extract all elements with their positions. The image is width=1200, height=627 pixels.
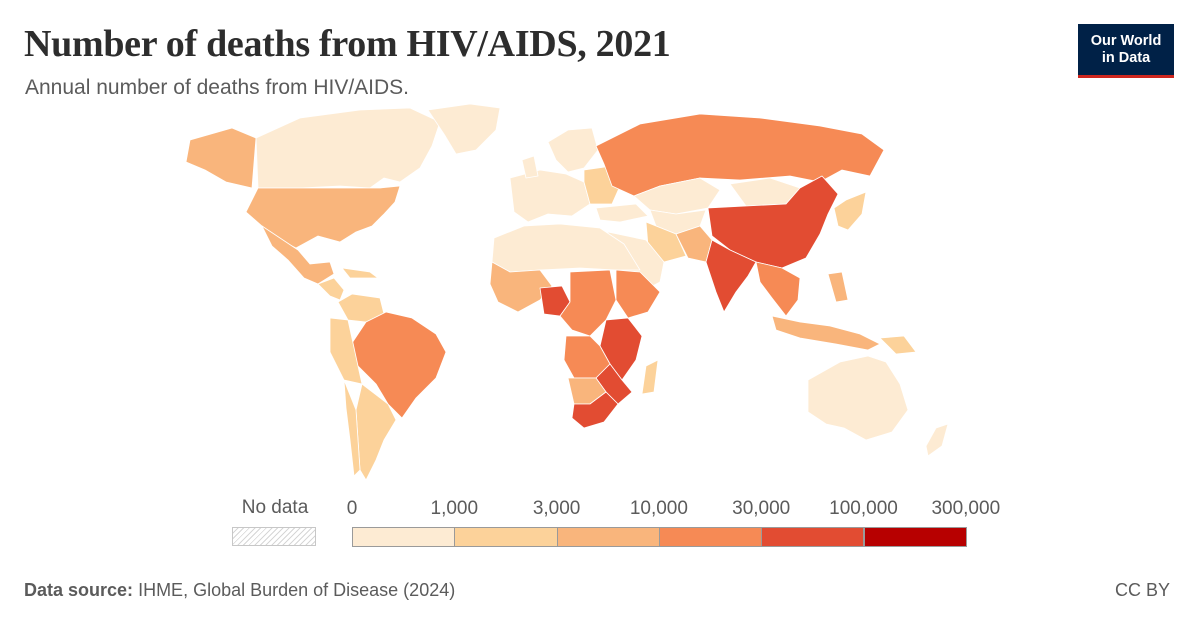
license-link[interactable]: CC BY xyxy=(1114,580,1170,600)
region-scandinavia[interactable] xyxy=(547,127,599,173)
legend-bin-2[interactable] xyxy=(556,527,660,547)
region-southeast-asia-mainland[interactable] xyxy=(755,261,801,317)
region-south-africa[interactable] xyxy=(571,391,619,429)
legend-bin-1[interactable] xyxy=(454,527,558,547)
region-chile[interactable] xyxy=(343,379,361,477)
chart-title: Number of deaths from HIV/AIDS, 2021 xyxy=(24,23,671,65)
data-source-label: Data source: xyxy=(24,580,134,600)
data-source-text: IHME, Global Burden of Disease (2024) xyxy=(138,580,456,600)
region-west-africa[interactable] xyxy=(489,261,553,313)
legend-tick-0: 0 xyxy=(346,498,358,519)
world-map-svg xyxy=(185,103,949,481)
region-uk[interactable] xyxy=(521,155,539,179)
legend-no-data-label: No data xyxy=(241,497,309,518)
region-indonesia[interactable] xyxy=(771,315,881,351)
region-russia[interactable] xyxy=(595,113,885,197)
legend-tick-5: 100,000 xyxy=(829,498,898,519)
legend-tick-2: 3,000 xyxy=(532,498,581,519)
region-philippines[interactable] xyxy=(827,271,849,303)
legend-bin-0[interactable] xyxy=(352,527,456,547)
region-western-europe[interactable] xyxy=(509,169,591,223)
chart-subtitle: Annual number of deaths from HIV/AIDS. xyxy=(25,76,410,99)
region-australia[interactable] xyxy=(807,355,909,441)
region-turkey[interactable] xyxy=(595,203,649,223)
owid-logo[interactable]: Our World in Data xyxy=(1078,24,1174,78)
region-north-africa[interactable] xyxy=(491,223,641,273)
logo-line-2: in Data xyxy=(1101,50,1151,66)
legend-tick-6: 300,000 xyxy=(931,498,1001,519)
region-caribbean[interactable] xyxy=(341,267,379,279)
region-alaska[interactable] xyxy=(185,127,257,189)
region-papua[interactable] xyxy=(879,335,917,355)
legend-bin-3[interactable] xyxy=(658,527,763,547)
logo-line-1: Our World xyxy=(1090,33,1162,49)
legend-bin-4[interactable] xyxy=(761,527,865,547)
region-india[interactable] xyxy=(705,239,757,313)
data-source: Data source: IHME, Global Burden of Dise… xyxy=(24,580,455,601)
legend-tick-1: 1,000 xyxy=(430,498,479,519)
world-map xyxy=(120,100,1080,490)
legend-tick-3: 10,000 xyxy=(629,498,688,519)
legend-no-data-swatch xyxy=(232,527,316,546)
region-horn-of-africa[interactable] xyxy=(615,269,661,319)
region-madagascar[interactable] xyxy=(641,359,659,395)
region-korea-japan[interactable] xyxy=(833,191,867,231)
region-greenland[interactable] xyxy=(427,103,501,155)
region-new-zealand[interactable] xyxy=(925,423,949,457)
region-central-america[interactable] xyxy=(317,277,345,301)
legend-bin-5[interactable] xyxy=(863,527,967,547)
legend-tick-4: 30,000 xyxy=(732,498,791,519)
region-mexico[interactable] xyxy=(261,225,335,285)
region-canada[interactable] xyxy=(255,107,441,189)
